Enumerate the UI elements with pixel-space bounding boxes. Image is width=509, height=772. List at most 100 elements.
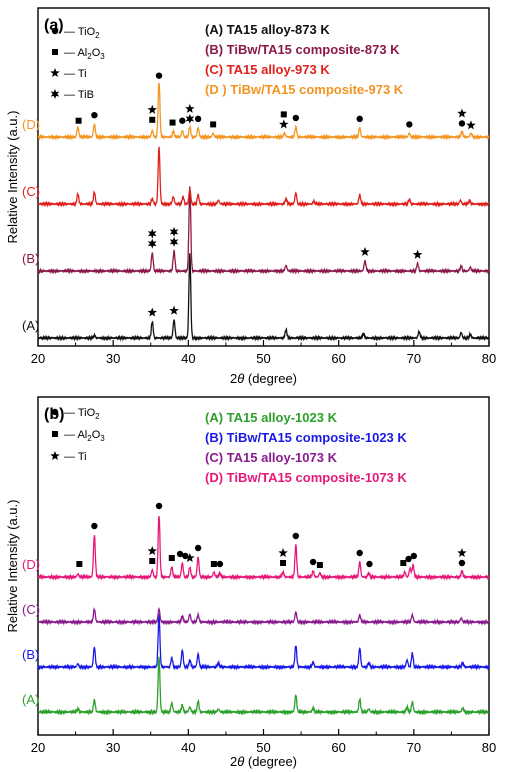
panel-b: 20 30 40 50 60 70 80 2θ (degree) Relative Intens… (5, 396, 496, 769)
peak-annotation (412, 249, 423, 259)
peak-annotation (400, 560, 407, 566)
circle-marker (356, 549, 363, 557)
peak-annotation (316, 562, 323, 568)
circle-icon (51, 27, 59, 35)
x-tick-label: 50 (256, 740, 270, 755)
marker-legend-label: — TiO2 (64, 26, 100, 40)
five-point-star-marker (147, 307, 158, 317)
x-tick-label: 60 (331, 740, 345, 755)
marker-legend-label: — Ti (64, 451, 87, 463)
x-axis-label-number: 2 (230, 371, 237, 386)
star5-icon (50, 68, 60, 78)
series-label: (D) (22, 117, 40, 132)
square-marker (149, 116, 156, 123)
series-label: (B) (22, 251, 39, 266)
peak-annotation (91, 112, 98, 119)
square-marker (280, 111, 287, 118)
plot-frame (37, 396, 490, 736)
peak-annotation (147, 104, 158, 123)
circle-marker (366, 560, 373, 568)
x-axis-label: 2θ (degree) (230, 371, 297, 386)
square-marker (75, 117, 82, 124)
peak-annotation (185, 103, 195, 124)
legend-entry: (D) TiBw/TA15 composite-1073 K (205, 470, 407, 485)
peak-annotation (356, 115, 363, 123)
x-axis-label: 2θ (degree) (230, 754, 297, 769)
series-line (37, 253, 490, 342)
peak-annotation (210, 561, 217, 567)
legend-entry: (B) TiBw/TA15 composite-873 K (205, 42, 400, 57)
series-line (37, 516, 490, 581)
circle-marker (292, 532, 300, 540)
x-tick-label: 70 (407, 351, 421, 366)
panel-a: 20 30 40 50 60 70 80 2θ (degree) Relative Intens… (5, 7, 496, 386)
x-tick-label: 20 (31, 351, 45, 366)
marker-legend-label: — Ti (64, 68, 87, 80)
five-point-star-marker (147, 546, 158, 556)
x-tick-label: 30 (106, 351, 120, 366)
marker-legend-entry: — Al2O3 (52, 429, 105, 443)
star6-icon (50, 89, 60, 99)
five-point-star-marker (457, 108, 467, 118)
peak-annotation (360, 246, 370, 257)
peak-annotation (216, 560, 224, 568)
legend-entry: (D ) TiBw/TA15 composite-973 K (205, 82, 404, 97)
peak-annotation (194, 544, 202, 552)
marker-legend-entry: — TiB (50, 89, 94, 101)
five-point-star-marker (457, 548, 467, 558)
peak-annotation (194, 115, 202, 123)
peak-annotation (147, 228, 157, 249)
x-tick-label: 20 (31, 740, 45, 755)
circle-marker (194, 115, 202, 123)
peak-annotation (179, 117, 186, 124)
circle-marker (405, 555, 412, 563)
five-point-star-marker (185, 103, 195, 113)
five-point-star-marker (466, 120, 476, 130)
marker-legend-entry: — Al2O3 (52, 47, 105, 61)
circle-marker (458, 120, 466, 127)
circle-marker (91, 522, 98, 530)
x-tick-label: 80 (482, 740, 496, 755)
square-marker (400, 560, 407, 566)
five-point-star-marker (147, 104, 158, 114)
y-axis-label: Relative Intensity (a.u.) (5, 111, 20, 244)
six-point-star-marker (185, 113, 195, 124)
circle-marker (155, 502, 163, 510)
square-marker (149, 558, 156, 564)
square-icon (52, 431, 58, 437)
x-axis-label-unit: (degree) (244, 754, 297, 769)
peak-annotation (210, 121, 217, 128)
legend-entry: (C) TA15 alloy-973 K (205, 62, 330, 77)
circle-marker (216, 560, 224, 568)
circle-marker (155, 72, 163, 79)
series-label: (A) (22, 692, 39, 707)
peak-annotation (169, 119, 176, 126)
peak-annotation (155, 72, 163, 79)
series-line (37, 82, 490, 141)
peak-annotation (292, 532, 300, 540)
peak-annotation (169, 305, 179, 315)
panel-label: (a) (44, 17, 64, 34)
x-tick-label: 40 (181, 351, 195, 366)
peak-annotation (457, 548, 467, 567)
plot-frame (37, 7, 490, 347)
x-tick-label: 30 (106, 740, 120, 755)
marker-legend-label: — TiB (64, 89, 94, 101)
circle-marker (194, 544, 202, 552)
peak-annotation (466, 120, 476, 130)
legend-entry: (C) TA15 alloy-1073 K (205, 450, 338, 465)
peak-annotation (292, 114, 300, 122)
circle-marker (356, 115, 363, 123)
circle-marker (458, 559, 466, 567)
series-line (37, 613, 490, 671)
marker-legend-entry: — Ti (50, 68, 87, 80)
peak-annotation (75, 117, 82, 124)
peak-annotation (185, 553, 195, 563)
x-axis-label-unit: (degree) (244, 371, 297, 386)
five-point-star-marker (278, 548, 288, 558)
peak-annotation (168, 555, 175, 561)
series-line (37, 656, 490, 716)
series-label: (C) (22, 184, 40, 199)
five-point-star-marker (169, 305, 179, 315)
